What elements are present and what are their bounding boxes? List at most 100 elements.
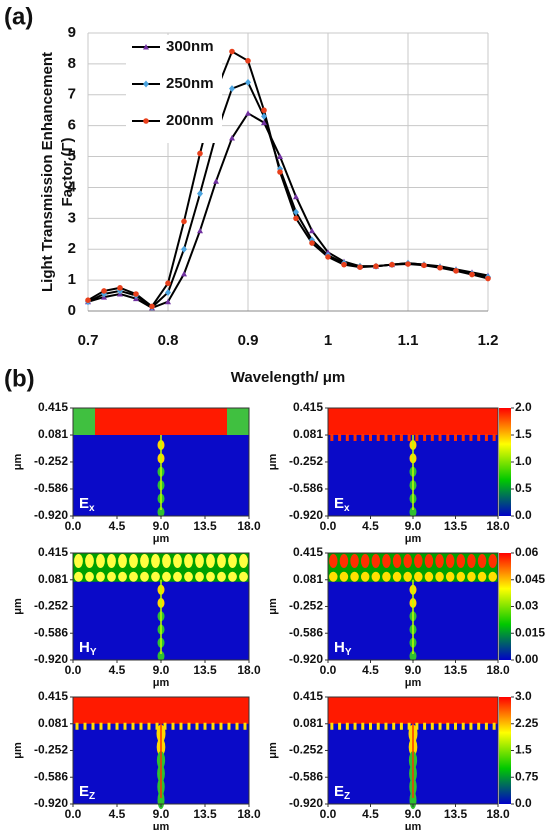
- field-label: Ex: [79, 495, 95, 514]
- field-band: [328, 408, 498, 435]
- x-axis-label: μm: [405, 821, 422, 830]
- field-tooth: [75, 722, 79, 730]
- marker: [245, 110, 251, 116]
- x-tick-label: 18.0: [486, 663, 510, 677]
- field-letter: H: [79, 639, 90, 656]
- colorbar-tick-label: 0.5: [515, 481, 532, 495]
- field-tooth: [235, 722, 239, 730]
- y-tick-label: -0.586: [34, 769, 68, 783]
- y-tick-label: 0.415: [293, 689, 323, 703]
- y-tick-label: -0.586: [34, 481, 68, 495]
- y-tick-label: 6: [68, 117, 76, 134]
- field-tooth: [243, 722, 247, 730]
- x-tick-label: 4.5: [362, 807, 379, 821]
- field-tooth: [155, 722, 159, 730]
- field-tooth: [115, 722, 119, 730]
- y-tick-label: -0.586: [34, 625, 68, 639]
- field-lobe: [96, 554, 105, 568]
- marker: [143, 80, 149, 88]
- y-axis-label: μm: [12, 598, 24, 615]
- y-tick-label: 0.081: [293, 716, 323, 730]
- field-tooth: [430, 722, 434, 730]
- field-tooth: [454, 722, 457, 730]
- marker: [309, 240, 315, 246]
- y-tick-label: -0.920: [289, 508, 323, 522]
- field-tooth: [163, 722, 167, 730]
- x-tick-label: 18.0: [237, 519, 261, 533]
- field-lobe: [206, 554, 215, 568]
- field-lobe: [435, 554, 444, 568]
- y-axis-label: μm: [12, 454, 24, 471]
- field-lobe: [96, 571, 105, 582]
- marker: [197, 227, 203, 234]
- field-tooth: [171, 722, 175, 730]
- field-tooth: [461, 722, 465, 730]
- colorbar: [499, 697, 511, 804]
- field-lobe: [151, 571, 160, 582]
- field-tooth: [131, 722, 135, 730]
- marker: [293, 193, 299, 200]
- field-tooth: [384, 434, 388, 441]
- field-lobe: [456, 571, 466, 582]
- field-tooth: [392, 434, 396, 441]
- field-letter: E: [334, 783, 344, 800]
- y-tick-label: 2: [68, 240, 76, 257]
- field-label: Ex: [334, 495, 350, 514]
- field-tooth: [353, 434, 357, 441]
- field-lobe: [488, 554, 497, 568]
- marker: [165, 288, 171, 296]
- colorbar-tick-label: 0.0: [515, 508, 532, 522]
- colorbar-tick-label: 0.0: [515, 796, 532, 810]
- field-lobe: [74, 571, 83, 582]
- x-tick-label: 4.5: [109, 663, 126, 677]
- field-lobe: [173, 554, 182, 568]
- field-lobe: [488, 571, 497, 582]
- x-tick-label: 13.5: [193, 519, 217, 533]
- marker: [373, 263, 379, 270]
- field-band: [73, 408, 249, 435]
- y-tick-label: 8: [68, 55, 76, 72]
- field-lobe: [467, 571, 476, 582]
- x-tick-label: 13.5: [444, 807, 468, 821]
- field-tooth: [423, 722, 427, 730]
- field-map: [72, 407, 250, 517]
- marker: [197, 190, 203, 198]
- marker: [293, 215, 299, 222]
- x-tick-label: 9.0: [153, 663, 170, 677]
- field-lobe: [360, 554, 370, 568]
- field-subscript: Z: [344, 791, 350, 802]
- y-tick-label: 0.415: [38, 400, 68, 414]
- field-lobe: [392, 554, 402, 568]
- x-tick-label: 18.0: [486, 519, 510, 533]
- marker: [405, 261, 411, 267]
- marker: [357, 264, 363, 270]
- field-lobe: [477, 554, 487, 568]
- field-edge: [227, 408, 249, 435]
- x-axis-label: μm: [153, 821, 170, 830]
- field-lobe: [467, 554, 476, 568]
- y-tick-label: -0.586: [289, 769, 323, 783]
- field-lobe: [403, 571, 412, 582]
- field-tooth: [446, 434, 450, 441]
- x-tick-label: 18.0: [237, 663, 261, 677]
- marker: [143, 44, 149, 50]
- field-lobe: [173, 571, 182, 582]
- x-tick-label: 4.5: [362, 519, 379, 533]
- y-tick-label: 3: [68, 209, 76, 226]
- field-letter: E: [334, 495, 344, 512]
- panel-label: (a): [4, 3, 33, 30]
- marker: [485, 275, 491, 282]
- marker: [261, 112, 267, 120]
- field-label: EZ: [334, 783, 350, 802]
- marker: [261, 119, 267, 126]
- field-label: EZ: [79, 783, 95, 802]
- field-band: [73, 697, 249, 724]
- colorbar-tick-label: 1.5: [515, 743, 532, 757]
- field-lobe: [456, 554, 466, 568]
- x-tick-label: 4.5: [109, 807, 126, 821]
- field-lobe: [477, 571, 487, 582]
- marker: [85, 297, 91, 303]
- marker: [181, 245, 187, 253]
- field-tooth: [415, 722, 419, 730]
